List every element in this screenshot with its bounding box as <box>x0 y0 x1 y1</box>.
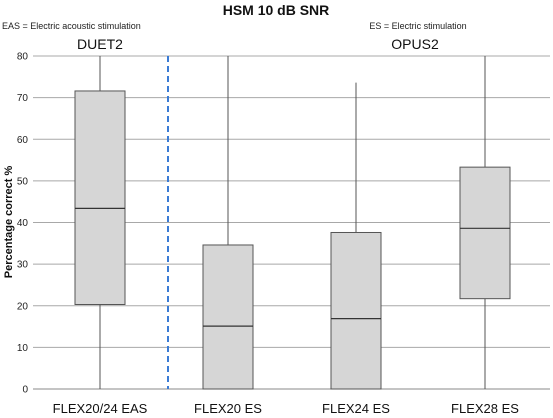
box-iqr <box>459 166 511 300</box>
y-tick-label: 70 <box>17 93 29 104</box>
box-3 <box>330 82 382 390</box>
eas-note: EAS = Electric acoustic stimulation <box>2 21 141 31</box>
category-label: FLEX20/24 EAS <box>53 401 148 416</box>
y-tick-labels: 0 10 20 30 40 50 60 70 80 <box>17 52 29 396</box>
box-4 <box>459 56 511 389</box>
box-iqr <box>202 244 254 390</box>
box-iqr <box>74 90 126 306</box>
y-tick-label: 20 <box>17 301 29 312</box>
y-tick-label: 50 <box>17 176 29 187</box>
y-tick-label: 60 <box>17 135 29 146</box>
boxes <box>74 56 511 390</box>
es-note: ES = Electric stimulation <box>369 21 466 31</box>
y-tick-label: 30 <box>17 260 29 271</box>
category-label: FLEX20 ES <box>194 401 262 416</box>
y-tick-label: 80 <box>17 52 29 63</box>
category-label: FLEX24 ES <box>322 401 390 416</box>
box-2 <box>202 56 254 390</box>
box-iqr <box>330 231 382 390</box>
y-tick-label: 10 <box>17 343 29 354</box>
x-tick-labels: FLEX20/24 EAS FLEX20 ES FLEX24 ES FLEX28 ES <box>53 401 520 416</box>
box-1 <box>74 56 126 389</box>
category-label: FLEX28 ES <box>451 401 519 416</box>
y-tick-label: 40 <box>17 218 29 229</box>
chart-title: HSM 10 dB SNR <box>223 2 330 18</box>
y-axis-label: Percentage correct % <box>3 166 15 279</box>
y-tick-label: 0 <box>22 385 28 396</box>
group-label-opus2: OPUS2 <box>391 36 439 52</box>
group-label-duet2: DUET2 <box>77 36 123 52</box>
